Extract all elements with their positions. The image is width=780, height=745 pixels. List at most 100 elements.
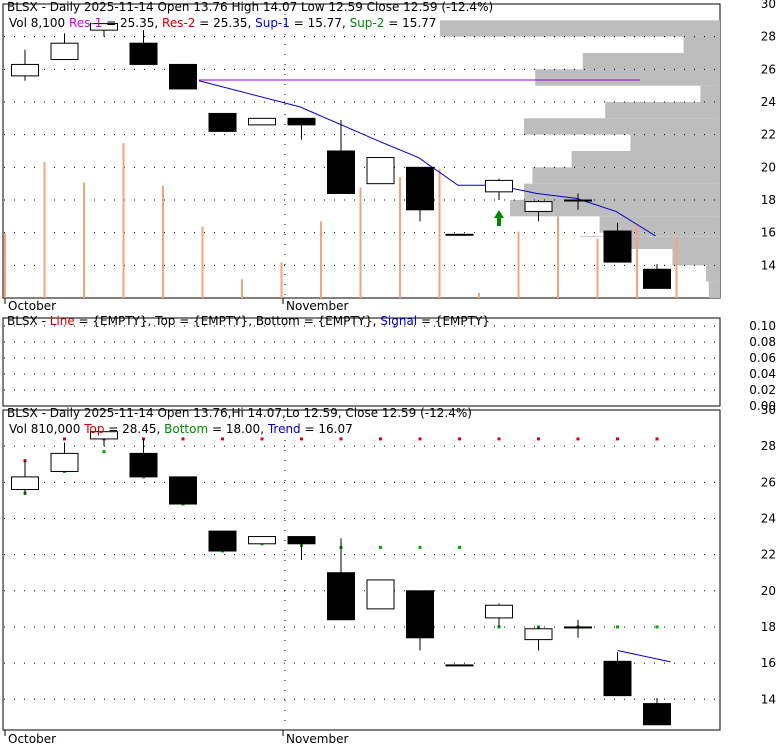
trend-y-tick-label: 18	[761, 620, 776, 634]
price-y-tick-label: 20	[761, 160, 776, 174]
legend-segment: BLSX -	[7, 314, 50, 328]
price-y-tick-label: 28	[761, 30, 776, 44]
candle-body	[287, 536, 316, 545]
top-dot	[181, 437, 185, 441]
candle-body	[327, 572, 355, 621]
indicator-y-tick-label: 0.04	[749, 367, 776, 381]
candle-body	[208, 112, 237, 132]
top-dot	[616, 437, 619, 441]
trend-panel: 14 16 18 20 22 24 26 28 30 October November BLSX …	[2, 403, 776, 745]
candle-body	[208, 530, 237, 552]
volume-profile-bar	[630, 134, 720, 151]
top-dot	[260, 437, 264, 441]
volume-profile-bar	[619, 232, 720, 249]
candle-body	[50, 452, 79, 472]
candle-body	[327, 150, 355, 194]
candle-body	[524, 628, 553, 641]
top-dot	[537, 437, 540, 441]
candle-body	[50, 42, 79, 61]
legend-segment: Signal	[380, 314, 417, 328]
legend-segment: = 25.35,	[195, 16, 255, 30]
legend-segment: = 28.45,	[104, 422, 164, 436]
volume-profile-bar	[524, 183, 720, 200]
price-y-tick-label: 18	[761, 193, 776, 207]
volume-profile-bar	[700, 85, 720, 102]
volume-profile-bar	[706, 265, 720, 282]
bottom-dot	[616, 625, 619, 629]
candle-body	[406, 590, 434, 639]
legend-segment: = {EMPTY},	[175, 314, 255, 328]
price-panel-legend: Vol 8,100 Res-1 = 25.35, Res-2 = 25.35, …	[9, 16, 436, 30]
legend-segment: = {EMPTY}	[417, 314, 490, 328]
price-x-label: November	[286, 299, 348, 313]
bottom-dot	[418, 545, 422, 549]
legend-segment: Vol 8,100	[9, 16, 69, 30]
volume-profile-bar	[532, 167, 720, 184]
price-y-tick-label: 24	[761, 95, 776, 109]
candle-body	[445, 233, 474, 236]
legend-segment: Trend	[267, 422, 301, 436]
candle-body	[248, 117, 276, 126]
bottom-dot	[458, 545, 461, 549]
price-header-ohlc: Open 13.76 High 14.07 Low 12.59 Close 12…	[154, 0, 494, 14]
legend-segment: Bottom	[164, 422, 208, 436]
indicator-y-tick-label: 0.02	[749, 383, 776, 397]
trend-grid	[4, 409, 719, 730]
legend-segment: Bottom	[256, 314, 300, 328]
indicator-panel-frame	[2, 317, 721, 407]
top-dot	[576, 437, 580, 441]
top-dot	[458, 437, 461, 441]
candle-body	[406, 166, 434, 211]
price-candles	[11, 23, 671, 289]
legend-segment: Line	[50, 314, 75, 328]
indicator-y-tick-label: 0.08	[749, 335, 776, 349]
top-dot	[497, 437, 501, 441]
bottom-dot	[102, 450, 106, 454]
volume-bars	[4, 143, 678, 298]
candle-body	[90, 23, 118, 31]
top-dot	[300, 437, 303, 441]
candle-body	[169, 63, 197, 90]
price-y-ticks: 14 16 18 20 22 24 26 28 30	[761, 0, 776, 272]
legend-segment: = 25.35,	[102, 16, 162, 30]
buy-signal-arrow	[494, 210, 504, 226]
volume-profile-bar	[571, 151, 720, 168]
candle-body	[485, 604, 513, 619]
trend-line	[198, 80, 656, 237]
support-resistance-lines	[198, 79, 720, 237]
price-x-label: October	[8, 299, 56, 313]
top-dot	[418, 437, 422, 441]
trend-y-tick-label: 20	[761, 584, 776, 598]
candle-body	[366, 157, 395, 185]
volume-profile-bar	[708, 281, 720, 298]
price-panel: 14 16 18 20 22 24 26 28 30 October November BLSX …	[2, 0, 776, 313]
legend-segment: = 16.07	[301, 422, 353, 436]
price-panel-header: BLSX - Daily 2025-11-14 Open 13.76 High …	[7, 0, 493, 14]
indicator-y-tick-label: 0.00	[749, 399, 776, 413]
price-y-tick-label: 26	[761, 62, 776, 76]
candle-body	[564, 199, 592, 202]
candle-body	[90, 431, 118, 440]
trend-y-tick-label: 28	[761, 439, 776, 453]
legend-segment: Res-1	[69, 16, 102, 30]
volume-profile-bar	[683, 36, 720, 53]
candle-body	[11, 63, 39, 77]
trend-x-label: October	[8, 732, 56, 745]
indicator-y-tick-label: 0.10	[749, 319, 776, 333]
trend-panel-legend: Vol 810,000 Top = 28.45, Bottom = 18.00,…	[9, 422, 353, 436]
indicator-y-ticks: 0.00 0.02 0.04 0.06 0.08 0.10	[749, 319, 776, 413]
trend-panel-header: BLSX - Daily 2025-11-14 Open 13.76,Hi 14…	[7, 406, 472, 420]
candle-body	[643, 268, 671, 289]
legend-segment: = 15.77	[384, 16, 436, 30]
trend-segment	[617, 649, 671, 663]
indicator-panel-legend: BLSX - Line = {EMPTY}, Top = {EMPTY}, Bo…	[7, 314, 490, 328]
volume-profile-bar	[582, 53, 720, 70]
price-x-labels: October November	[4, 298, 348, 313]
legend-segment: = {EMPTY},	[300, 314, 380, 328]
volume-profile-bar	[535, 69, 720, 86]
trend-y-ticks: 14 16 18 20 22 24 26 28 30	[761, 403, 776, 706]
legend-segment: = 15.77,	[290, 16, 350, 30]
trend-y-tick-label: 16	[761, 656, 776, 670]
top-dot	[221, 437, 224, 441]
